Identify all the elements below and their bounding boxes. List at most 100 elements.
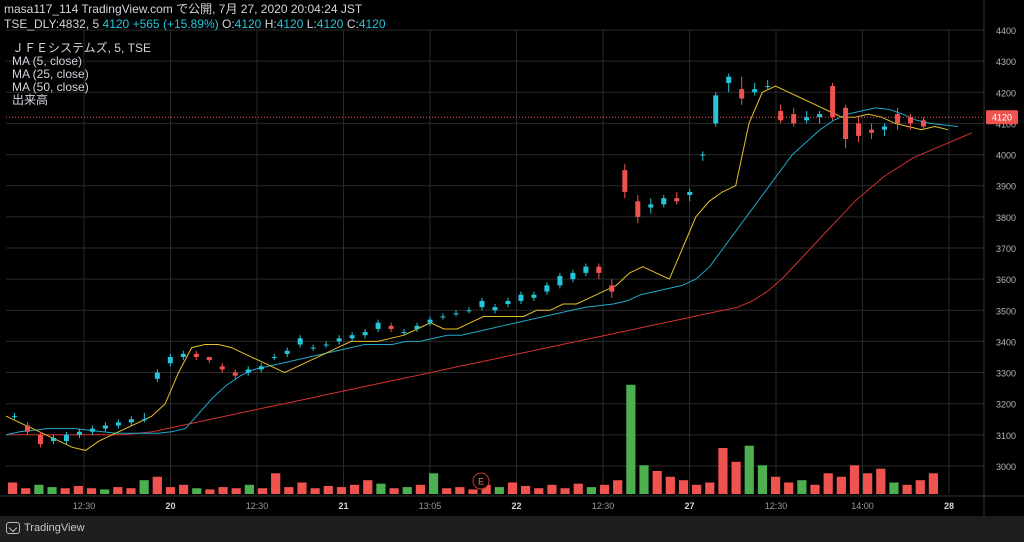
legend-ma50[interactable]: MA (50, close) (12, 80, 89, 94)
candle-body (817, 114, 823, 118)
tradingview-brand[interactable]: TradingView (6, 522, 85, 534)
volume-bar (902, 484, 912, 494)
volume-bar (560, 488, 570, 494)
axes: 3000 3100 3200 3300 3400 3500 3600 3700 3800 3900… (0, 0, 1024, 516)
volume-bar (21, 488, 31, 494)
candle-body (414, 325, 420, 329)
candle-body (206, 356, 212, 361)
low-value: 4120 (316, 17, 344, 31)
candle-body (557, 276, 563, 286)
candle-body (76, 431, 82, 435)
candle-body (635, 201, 641, 217)
candle-body (765, 86, 771, 88)
candle-body (713, 95, 719, 124)
volume-bar (205, 489, 215, 494)
volume-bar (468, 489, 478, 494)
volume-bar (455, 487, 465, 494)
candle-body (310, 347, 316, 349)
ma50-line (6, 132, 973, 436)
candle-body (739, 89, 745, 99)
candle-body (505, 300, 511, 305)
candle-body (804, 117, 810, 121)
close-label: C: (346, 17, 359, 31)
volume-bar (705, 482, 715, 494)
candle-body (570, 272, 576, 280)
candle-body (11, 416, 17, 418)
volume-bar (297, 482, 307, 494)
y-tick-label: 3300 (996, 369, 1016, 379)
candle-body (908, 117, 914, 124)
volume-bar (599, 484, 610, 494)
candle-body (479, 300, 485, 308)
price-chart[interactable]: 3000 3100 3200 3300 3400 3500 3600 3700 3800 3900… (0, 0, 1024, 516)
candle-body (596, 266, 602, 273)
volume-bar (363, 480, 373, 494)
volume-bar (192, 488, 202, 494)
candle-body (375, 322, 381, 329)
last-price-tag-label: 4120 (992, 113, 1012, 123)
brand-label: TradingView (24, 522, 85, 534)
volume-bar (165, 487, 176, 494)
legend-ma25[interactable]: MA (25, close) (12, 67, 89, 81)
volume-bar (178, 484, 189, 494)
candle-body (648, 204, 654, 208)
ma5-line (5, 85, 949, 451)
candle-body (453, 313, 459, 315)
candle-body (102, 425, 108, 429)
legend-ma5[interactable]: MA (5, close) (12, 54, 83, 68)
volume-bar (126, 488, 136, 494)
tradingview-logo-icon (6, 522, 20, 534)
candle-body (674, 198, 680, 202)
volume-bar (534, 488, 544, 494)
volume-bar (573, 483, 583, 494)
volume-bar (797, 480, 807, 494)
volume-bar (86, 488, 97, 494)
candle-body (752, 89, 758, 93)
candle-body (791, 114, 797, 124)
candle-body (24, 425, 30, 432)
volume-bar (613, 480, 623, 494)
x-tick-label: 21 (338, 501, 348, 511)
volume-bar (784, 482, 794, 494)
candle-body (895, 114, 901, 124)
volume-bar (863, 473, 873, 494)
volume-bar (770, 476, 781, 494)
legend-volume[interactable]: 出来高 (12, 93, 49, 107)
candle-body (778, 110, 784, 121)
volume-bar (718, 448, 728, 494)
candle-body (141, 419, 147, 421)
moving-averages (5, 85, 973, 451)
candle-body (349, 335, 355, 339)
volume-bar (823, 473, 833, 494)
volume-bar (271, 473, 281, 494)
volume-bar (586, 487, 596, 494)
y-tick-label: 3600 (996, 275, 1016, 285)
volume-bar (442, 488, 452, 494)
legend-symbol[interactable]: ＪＦＥシステムズ, 5, TSE (12, 41, 151, 55)
candle-body (583, 266, 589, 273)
volume-bar (639, 465, 649, 494)
volume-bar (626, 384, 636, 494)
y-tick-label: 4100 (996, 119, 1016, 129)
candle-body (830, 86, 836, 118)
x-tick-label: 12:30 (592, 501, 615, 511)
open-label: O: (221, 17, 235, 31)
volume-bar (310, 488, 320, 494)
volume-bar (521, 485, 531, 494)
volume-bar (928, 473, 939, 494)
volume-bar (113, 487, 123, 494)
ma25-line (5, 107, 959, 436)
x-tick-label: 12:30 (73, 501, 96, 511)
candle-body (856, 123, 862, 136)
volume-bars (7, 384, 939, 494)
candle-body (219, 366, 225, 370)
volume-bar (744, 445, 754, 494)
x-tick-label: 12:30 (246, 501, 269, 511)
volume-bar (481, 484, 491, 494)
candle-body (609, 285, 615, 292)
volume-bar (757, 465, 768, 494)
volume-bar (336, 487, 347, 494)
volume-bar (139, 480, 149, 494)
y-tick-label: 3100 (996, 431, 1016, 441)
volume-bar (257, 488, 268, 494)
